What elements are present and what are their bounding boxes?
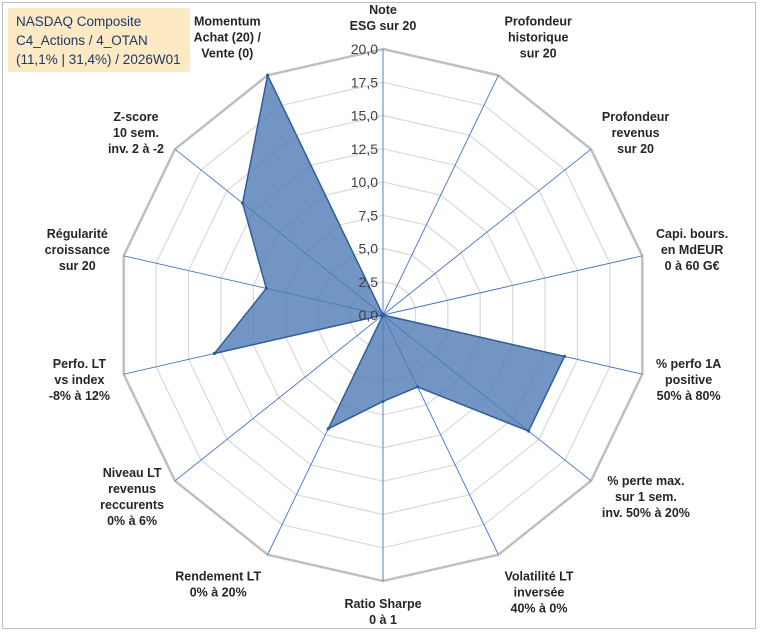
radar-data-point xyxy=(562,354,567,358)
radar-category-label: Note ESG sur 20 xyxy=(350,3,417,33)
radar-category-label-line: Rendement LT xyxy=(175,569,261,583)
radar-data-point xyxy=(326,427,330,431)
chart-title-line-1: NASDAQ Composite xyxy=(16,14,142,29)
radar-category-label: Niveau LT revenus reccurents 0% à 6% xyxy=(100,466,164,528)
radar-category-label-line: revenus xyxy=(612,126,660,140)
radar-category-label-line: sur 20 xyxy=(59,259,96,273)
radar-category-label-line: 0% à 6% xyxy=(107,514,157,528)
radar-category-label-line: 10 sem. xyxy=(113,126,159,140)
radar-tick-label: 20,0 xyxy=(351,41,378,57)
radar-data-point xyxy=(266,73,270,77)
radar-category-label-line: sur 20 xyxy=(617,142,654,156)
radar-tick-label: 0,0 xyxy=(359,307,379,323)
radar-category-label-line: % perfo 1A xyxy=(656,357,721,371)
radar-category-label: Ratio Sharpe 0 à 1 xyxy=(344,597,421,627)
radar-data-point xyxy=(212,351,216,356)
radar-tick-labels: 0,0 2,5 5,0 7,5 10,0 12,5 15,0 17,5 20,0 xyxy=(351,41,378,323)
radar-category-label-line: Niveau LT xyxy=(103,466,162,480)
radar-tick-label: 10,0 xyxy=(351,174,378,190)
radar-category-label: Rendement LT 0% à 20% xyxy=(175,569,261,599)
radar-category-label-line: inv. 2 à -2 xyxy=(108,142,164,156)
radar-category-label-line: Achat (20) / xyxy=(194,31,262,45)
radar-category-label-line: 0 à 1 xyxy=(369,613,397,627)
radar-category-label: Capi. bours. en MdEUR 0 à 60 G€ xyxy=(656,227,728,273)
radar-category-label-line: Volatilité LT xyxy=(505,569,574,583)
radar-category-label-line: Perfo. LT xyxy=(53,357,107,371)
radar-tick-label: 2,5 xyxy=(359,274,379,290)
radar-category-label-line: historique xyxy=(508,31,568,45)
radar-category-label: Perfo. LT vs index -8% à 12% xyxy=(49,357,110,403)
radar-category-label-line: Momentum xyxy=(194,15,261,29)
radar-category-label-line: reccurents xyxy=(100,498,164,512)
radar-category-label-line: sur 20 xyxy=(520,47,557,61)
radar-category-label-line: Capi. bours. xyxy=(656,227,728,241)
radar-data-point xyxy=(416,385,420,389)
radar-category-label-line: Profondeur xyxy=(505,15,572,29)
radar-axis-labels: Note ESG sur 20 Profondeur historique sur 20… xyxy=(45,3,729,627)
radar-data-point xyxy=(241,201,245,205)
radar-category-label-line: en MdEUR xyxy=(661,243,724,257)
chart-title-box: NASDAQ Composite C4_Actions / 4_OTAN (11… xyxy=(8,8,190,72)
radar-category-label-line: Régularité xyxy=(47,227,108,241)
radar-category-label-line: Note xyxy=(369,3,397,17)
radar-axis-line xyxy=(382,75,499,316)
radar-category-label-line: 50% à 80% xyxy=(657,389,721,403)
radar-category-label: Volatilité LT inversée 40% à 0% xyxy=(505,569,574,615)
radar-axis-line xyxy=(382,255,643,316)
radar-category-label-line: positive xyxy=(665,373,712,387)
radar-category-label-line: vs index xyxy=(54,373,104,387)
radar-axis-line xyxy=(174,314,384,482)
radar-data-point xyxy=(381,313,385,317)
radar-data-point xyxy=(527,429,531,433)
radar-axis-line xyxy=(382,148,592,316)
radar-tick-label: 5,0 xyxy=(359,241,379,257)
chart-title-line-2: C4_Actions / 4_OTAN xyxy=(16,33,148,48)
radar-category-label-line: Vente (0) xyxy=(201,47,253,61)
radar-category-label-line: ESG sur 20 xyxy=(350,19,417,33)
radar-category-label: Profondeur historique sur 20 xyxy=(505,15,572,61)
radar-category-label-line: inv. 50% à 20% xyxy=(602,506,690,520)
radar-category-label-line: croissance xyxy=(45,243,110,257)
radar-tick-label: 15,0 xyxy=(351,108,378,124)
radar-category-label: Profondeur revenus sur 20 xyxy=(602,110,669,156)
radar-category-label: Momentum Achat (20) / Vente (0) xyxy=(194,15,262,61)
radar-series xyxy=(212,72,567,433)
radar-category-label-line: revenus xyxy=(108,482,156,496)
radar-tick-label: 7,5 xyxy=(359,207,379,223)
radar-category-label: % perfo 1A positive 50% à 80% xyxy=(656,357,721,403)
radar-category-label-line: Z-score xyxy=(113,110,158,124)
radar-series-area xyxy=(212,72,566,433)
radar-category-label-line: -8% à 12% xyxy=(49,389,110,403)
radar-tick-label: 17,5 xyxy=(351,74,378,90)
radar-tick-label: 12,5 xyxy=(351,141,378,157)
radar-data-point xyxy=(264,286,268,290)
radar-category-label-line: sur 1 sem. xyxy=(615,490,677,504)
radar-category-label-line: % perte max. xyxy=(607,474,684,488)
radar-category-label-line: Ratio Sharpe xyxy=(344,597,421,611)
radar-category-label: % perte max. sur 1 sem. inv. 50% à 20% xyxy=(602,474,690,520)
radar-data-point xyxy=(381,399,385,403)
radar-category-label-line: 40% à 0% xyxy=(511,601,568,615)
chart-title-line-3: (11,1% | 31,4%) / 2026W01 xyxy=(16,52,181,67)
radar-category-label-line: 0 à 60 G€ xyxy=(665,259,720,273)
radar-category-label: Z-score 10 sem. inv. 2 à -2 xyxy=(108,110,164,156)
radar-category-label-line: inversée xyxy=(514,585,565,599)
radar-category-label: Régularité croissance sur 20 xyxy=(45,227,110,273)
radar-category-label-line: Profondeur xyxy=(602,110,669,124)
radar-category-label-line: 0% à 20% xyxy=(190,585,247,599)
